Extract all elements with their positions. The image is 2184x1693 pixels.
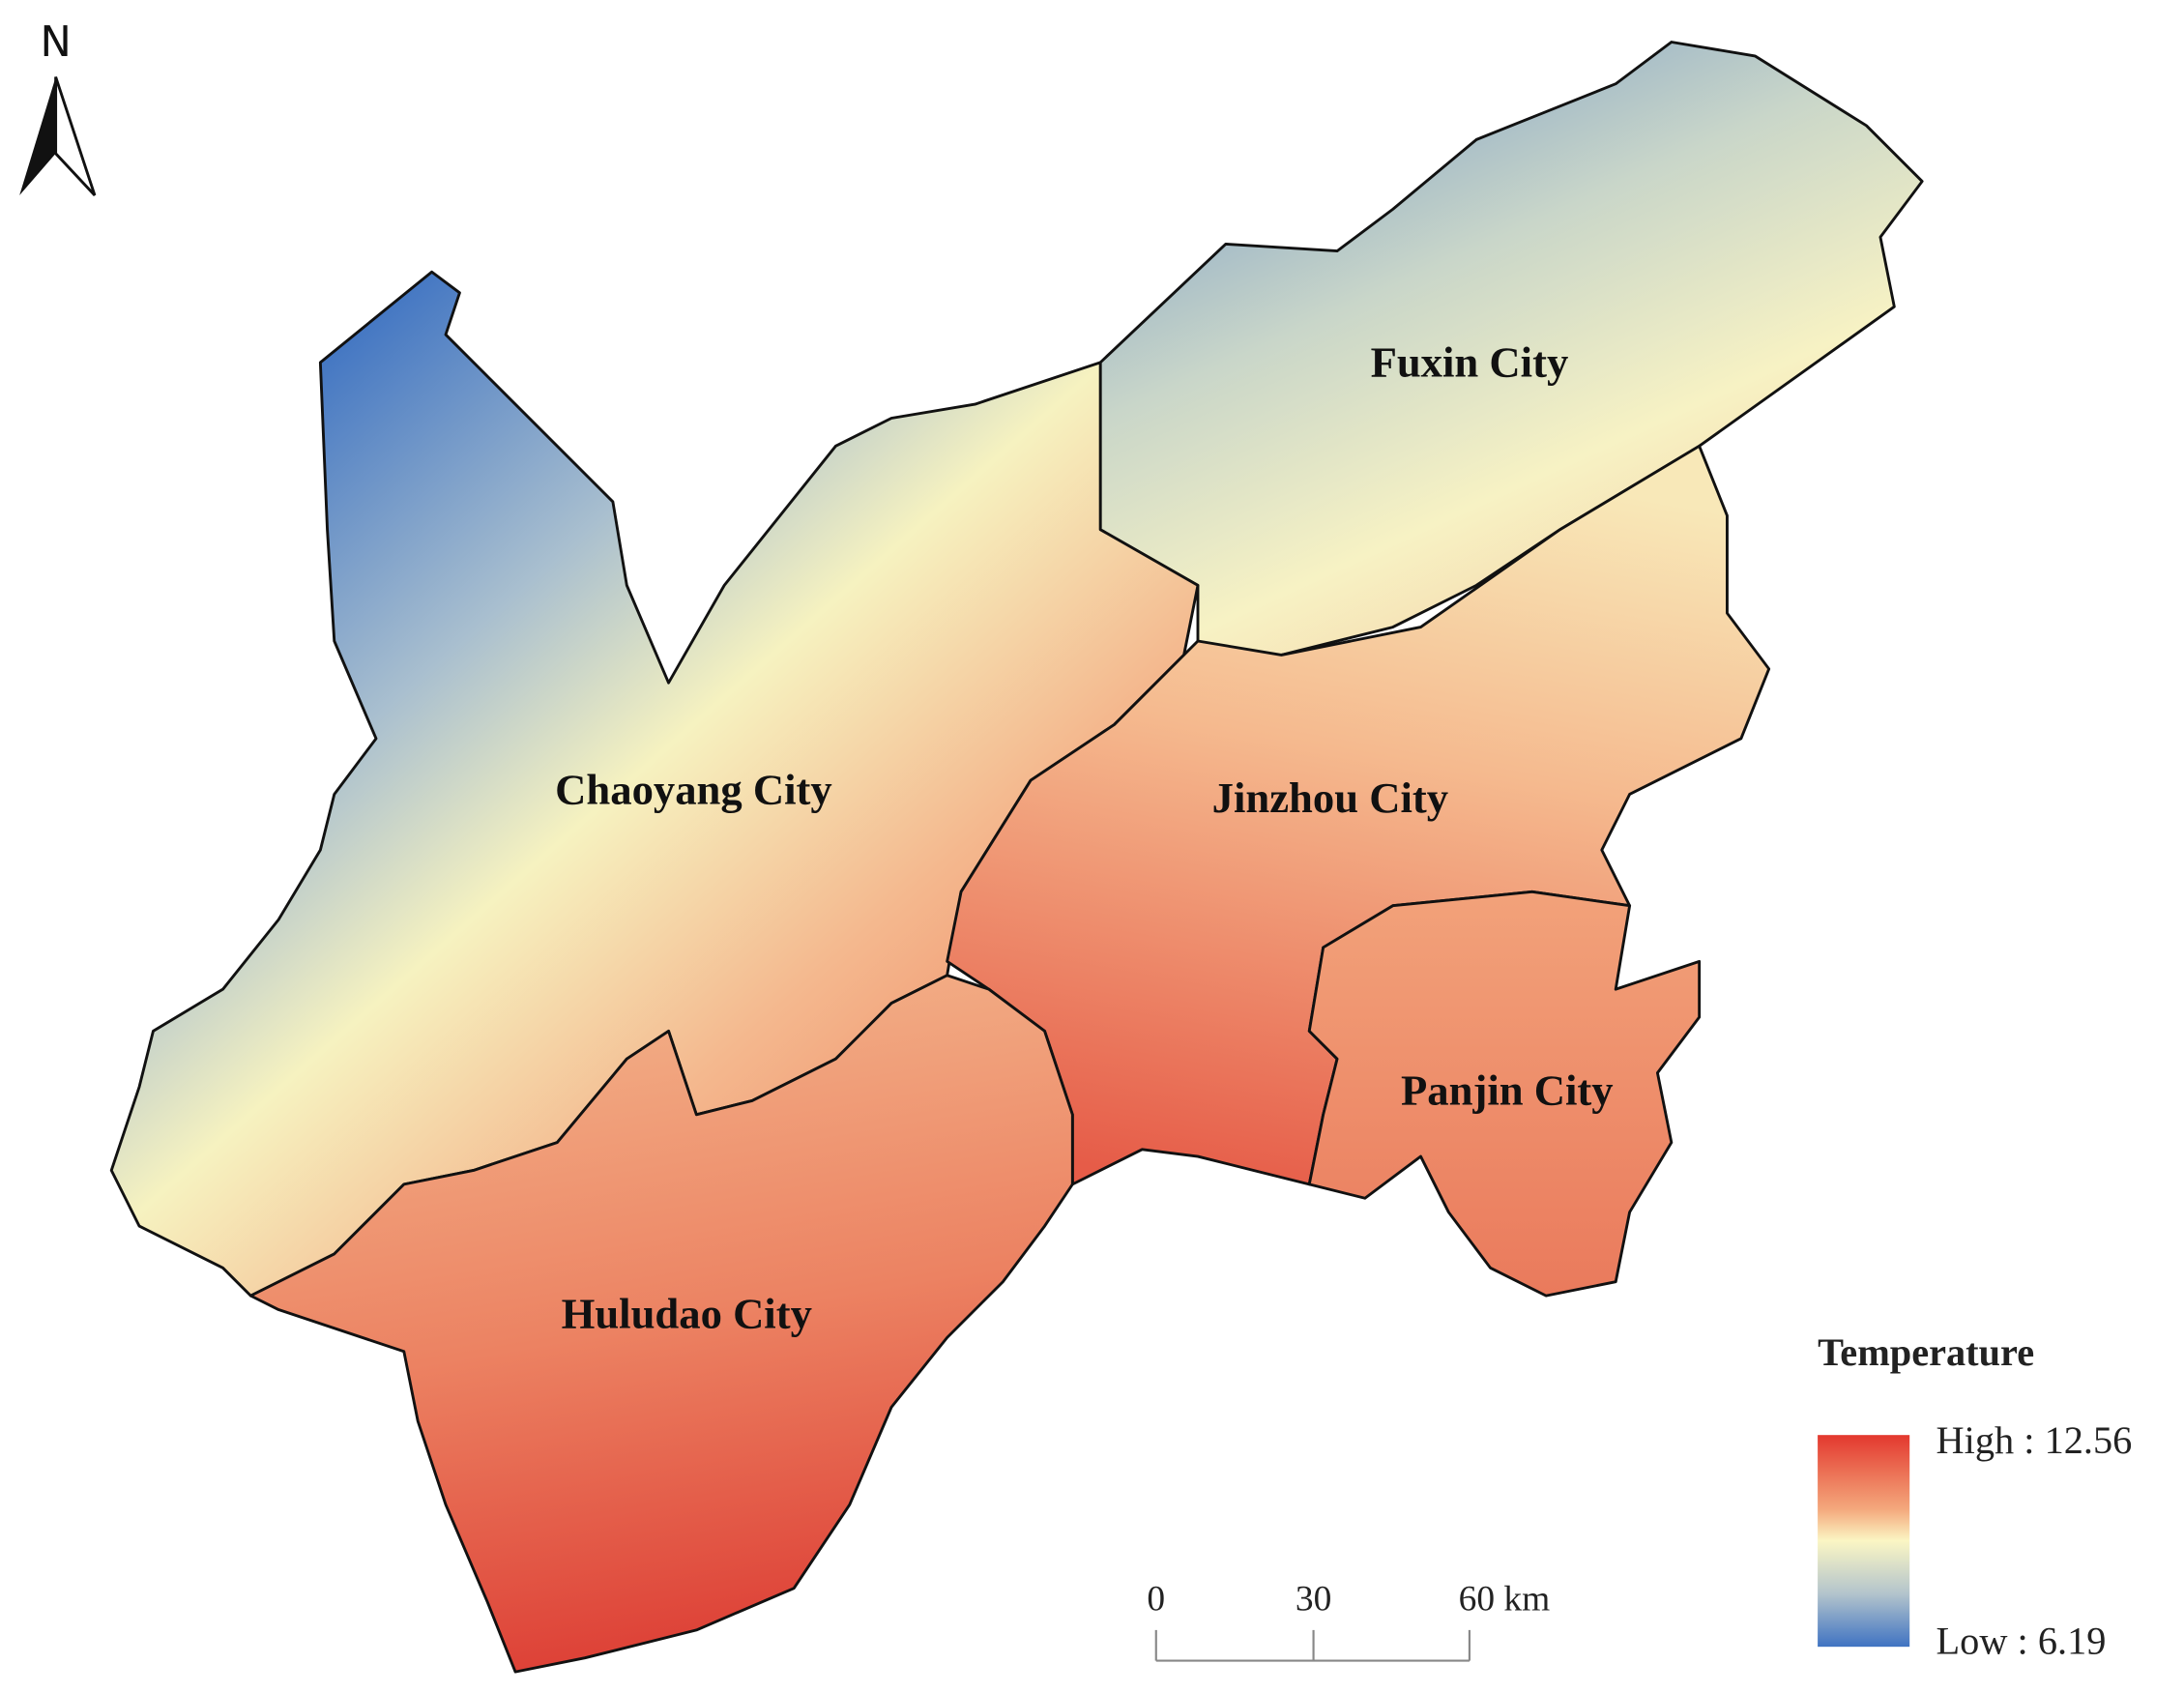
north-label: N (40, 18, 71, 67)
arrow-left (19, 76, 56, 195)
region-label: Fuxin City (1371, 337, 1569, 386)
panjin-region (1307, 890, 1702, 1298)
region-label: Jinzhou City (1212, 774, 1448, 822)
legend-high: High : 12.56 (1936, 1418, 2133, 1462)
legend: Temperature High : 12.56 Low : 6.19 (1818, 1330, 2132, 1662)
scale-label: 0 (1147, 1580, 1165, 1620)
huludao-region (248, 974, 1074, 1674)
scale-bar (1154, 1629, 1471, 1662)
region-label: Huludao City (562, 1289, 812, 1337)
scale-label: 30 (1296, 1580, 1331, 1620)
legend-title: Temperature (1818, 1330, 2034, 1374)
color-ramp (1818, 1435, 1910, 1648)
north-arrow: N (19, 18, 97, 196)
region-label: Chaoyang City (555, 766, 832, 814)
arrow-right (54, 76, 97, 196)
region-label: Panjin City (1401, 1066, 1614, 1115)
legend-low: Low : 6.19 (1936, 1619, 2107, 1662)
scale-label: 60 km (1459, 1580, 1551, 1620)
